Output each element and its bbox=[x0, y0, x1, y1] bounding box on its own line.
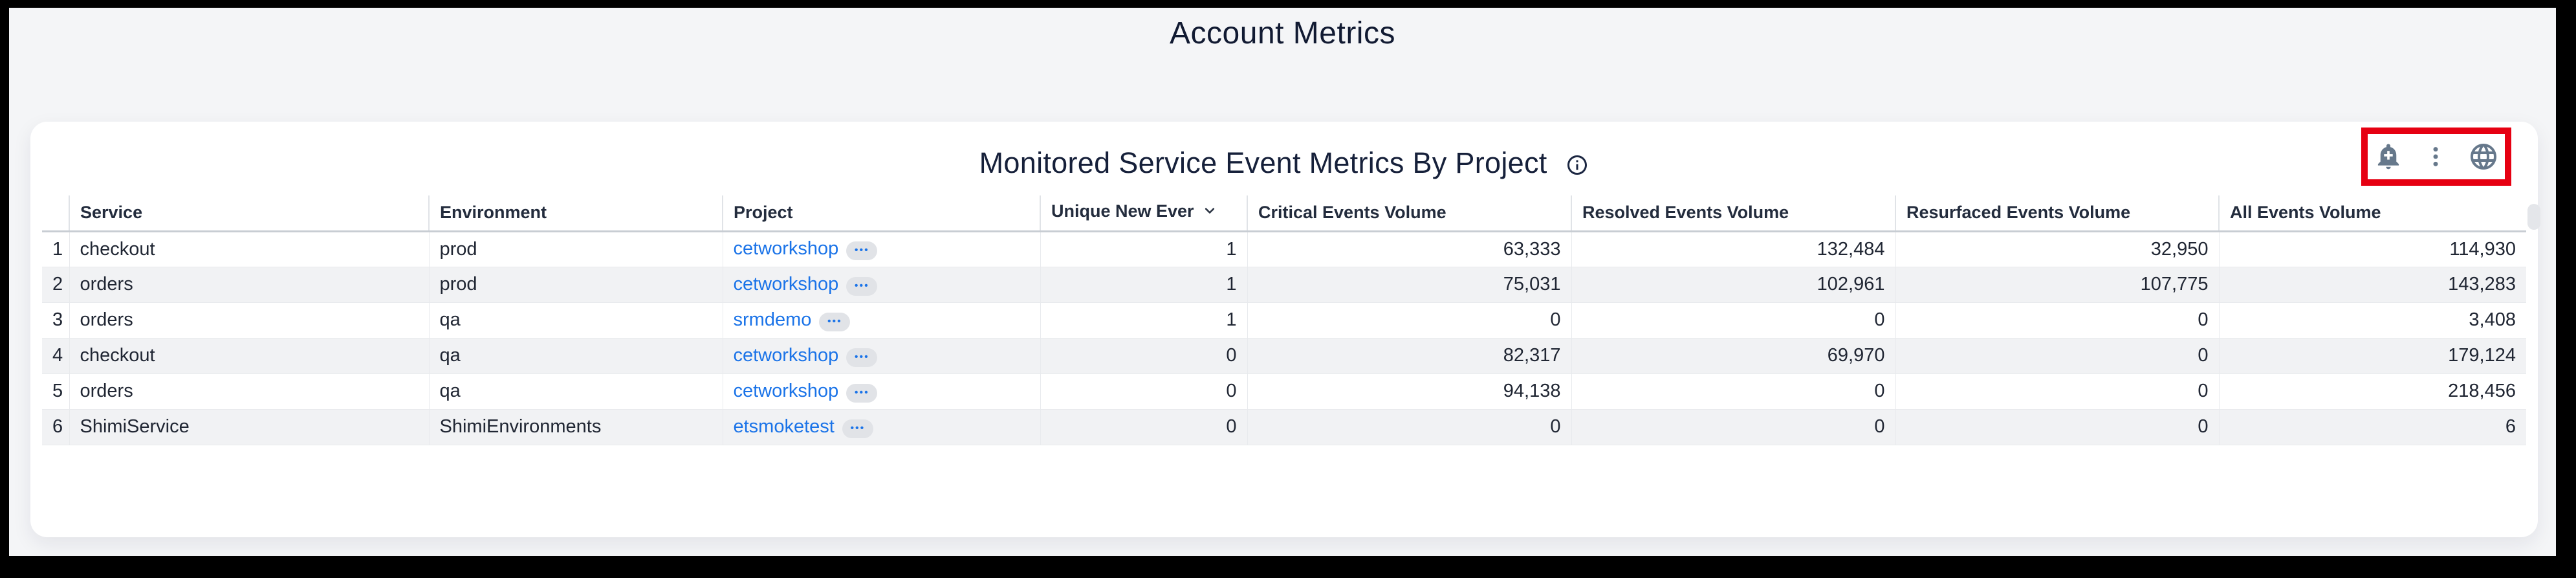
cell-unique-new: 0 bbox=[1040, 338, 1247, 374]
table-row: 6 ShimiService ShimiEnvironments etsmoke… bbox=[42, 409, 2526, 445]
cell-all: 3,408 bbox=[2218, 302, 2526, 339]
column-header-resolved[interactable]: Resolved Events Volume bbox=[1571, 195, 1895, 232]
cell-all: 179,124 bbox=[2218, 338, 2526, 374]
cell-critical: 63,333 bbox=[1247, 231, 1571, 267]
widget-title-text: Monitored Service Event Metrics By Proje… bbox=[979, 146, 1547, 179]
metrics-table: Service Environment Project Unique New E… bbox=[42, 195, 2526, 445]
cell-critical: 94,138 bbox=[1247, 373, 1571, 410]
project-more-button[interactable]: ••• bbox=[819, 312, 851, 331]
column-header-environment[interactable]: Environment bbox=[428, 195, 723, 232]
table-row: 3 orders qa srmdemo ••• 1 0 0 0 3,408 bbox=[42, 302, 2526, 339]
cell-service: orders bbox=[69, 373, 429, 410]
cell-critical: 82,317 bbox=[1247, 338, 1571, 374]
cell-all: 114,930 bbox=[2218, 231, 2526, 267]
cell-resurfaced: 0 bbox=[1895, 302, 2219, 339]
row-index: 6 bbox=[42, 409, 69, 445]
cell-resurfaced: 0 bbox=[1895, 338, 2219, 374]
table-body: 1 checkout prod cetworkshop ••• 1 63,333 … bbox=[42, 231, 2526, 445]
cell-resurfaced: 0 bbox=[1895, 409, 2219, 445]
dashboard-page: Account Metrics Monitored Service Event … bbox=[9, 8, 2556, 556]
column-header-resurfaced[interactable]: Resurfaced Events Volume bbox=[1895, 195, 2219, 232]
cell-all: 6 bbox=[2218, 409, 2526, 445]
row-index: 5 bbox=[42, 373, 69, 410]
column-header-unique-new-label: Unique New Ever bbox=[1051, 201, 1194, 221]
cell-resurfaced: 0 bbox=[1895, 373, 2219, 410]
add-alert-bell-icon[interactable] bbox=[2374, 142, 2403, 172]
cell-environment: prod bbox=[428, 267, 723, 303]
column-header-index bbox=[42, 195, 69, 232]
widget-title: Monitored Service Event Metrics By Proje… bbox=[30, 122, 2538, 184]
column-header-project[interactable]: Project bbox=[722, 195, 1040, 232]
globe-icon[interactable] bbox=[2468, 141, 2499, 172]
cell-resurfaced: 107,775 bbox=[1895, 267, 2219, 303]
vertical-scrollbar-thumb[interactable] bbox=[2527, 204, 2540, 230]
project-link[interactable]: cetworkshop bbox=[733, 344, 839, 366]
cell-environment: qa bbox=[428, 302, 723, 339]
cell-service: orders bbox=[69, 267, 429, 303]
row-index: 3 bbox=[42, 302, 69, 339]
project-more-button[interactable]: ••• bbox=[846, 276, 878, 296]
cell-project: cetworkshop ••• bbox=[722, 338, 1040, 374]
cell-environment: qa bbox=[428, 338, 723, 374]
project-link[interactable]: cetworkshop bbox=[733, 273, 839, 295]
table-row: 2 orders prod cetworkshop ••• 1 75,031 10… bbox=[42, 267, 2526, 303]
project-link[interactable]: cetworkshop bbox=[733, 380, 839, 401]
cell-project: etsmoketest ••• bbox=[722, 409, 1040, 445]
cell-unique-new: 0 bbox=[1040, 409, 1247, 445]
highlight-box bbox=[2361, 128, 2511, 186]
project-more-button[interactable]: ••• bbox=[846, 241, 878, 260]
column-header-all[interactable]: All Events Volume bbox=[2218, 195, 2526, 232]
cell-project: cetworkshop ••• bbox=[722, 231, 1040, 267]
row-index: 4 bbox=[42, 338, 69, 374]
column-header-service[interactable]: Service bbox=[69, 195, 429, 232]
cell-environment: ShimiEnvironments bbox=[428, 409, 723, 445]
cell-service: checkout bbox=[69, 338, 429, 374]
row-index: 2 bbox=[42, 267, 69, 303]
cell-resolved: 0 bbox=[1571, 373, 1895, 410]
widget-card: Monitored Service Event Metrics By Proje… bbox=[30, 122, 2538, 537]
table-row: 1 checkout prod cetworkshop ••• 1 63,333 … bbox=[42, 231, 2526, 267]
column-header-unique-new[interactable]: Unique New Ever bbox=[1040, 195, 1247, 232]
column-header-critical[interactable]: Critical Events Volume bbox=[1247, 195, 1571, 232]
cell-project: srmdemo ••• bbox=[722, 302, 1040, 339]
page-title: Account Metrics bbox=[1170, 16, 1395, 50]
cell-environment: qa bbox=[428, 373, 723, 410]
cell-unique-new: 1 bbox=[1040, 231, 1247, 267]
project-link[interactable]: etsmoketest bbox=[733, 416, 835, 437]
project-more-button[interactable]: ••• bbox=[846, 348, 878, 367]
row-index: 1 bbox=[42, 231, 69, 267]
cell-resolved: 132,484 bbox=[1571, 231, 1895, 267]
table-row: 5 orders qa cetworkshop ••• 0 94,138 0 0 … bbox=[42, 373, 2526, 410]
cell-project: cetworkshop ••• bbox=[722, 373, 1040, 410]
project-link[interactable]: cetworkshop bbox=[733, 238, 839, 259]
info-circle-icon[interactable] bbox=[1558, 150, 1589, 183]
cell-resolved: 69,970 bbox=[1571, 338, 1895, 374]
header-row: Service Environment Project Unique New E… bbox=[42, 195, 2526, 232]
cell-critical: 0 bbox=[1247, 409, 1571, 445]
cell-environment: prod bbox=[428, 231, 723, 267]
project-more-button[interactable]: ••• bbox=[842, 419, 873, 438]
cell-unique-new: 1 bbox=[1040, 302, 1247, 339]
cell-resurfaced: 32,950 bbox=[1895, 231, 2219, 267]
cell-all: 143,283 bbox=[2218, 267, 2526, 303]
cell-resolved: 102,961 bbox=[1571, 267, 1895, 303]
project-more-button[interactable]: ••• bbox=[846, 383, 878, 403]
cell-critical: 75,031 bbox=[1247, 267, 1571, 303]
cell-service: ShimiService bbox=[69, 409, 429, 445]
cell-unique-new: 0 bbox=[1040, 373, 1247, 410]
cell-unique-new: 1 bbox=[1040, 267, 1247, 303]
cell-all: 218,456 bbox=[2218, 373, 2526, 410]
kebab-menu-icon[interactable] bbox=[2423, 144, 2449, 170]
cell-resolved: 0 bbox=[1571, 302, 1895, 339]
cell-service: orders bbox=[69, 302, 429, 339]
cell-resolved: 0 bbox=[1571, 409, 1895, 445]
project-link[interactable]: srmdemo bbox=[733, 309, 812, 330]
sort-desc-chevron-icon bbox=[1201, 204, 1219, 223]
table-row: 4 checkout qa cetworkshop ••• 0 82,317 69… bbox=[42, 338, 2526, 374]
cell-critical: 0 bbox=[1247, 302, 1571, 339]
cell-project: cetworkshop ••• bbox=[722, 267, 1040, 303]
widget-toolbar bbox=[2374, 141, 2499, 172]
cell-service: checkout bbox=[69, 231, 429, 267]
